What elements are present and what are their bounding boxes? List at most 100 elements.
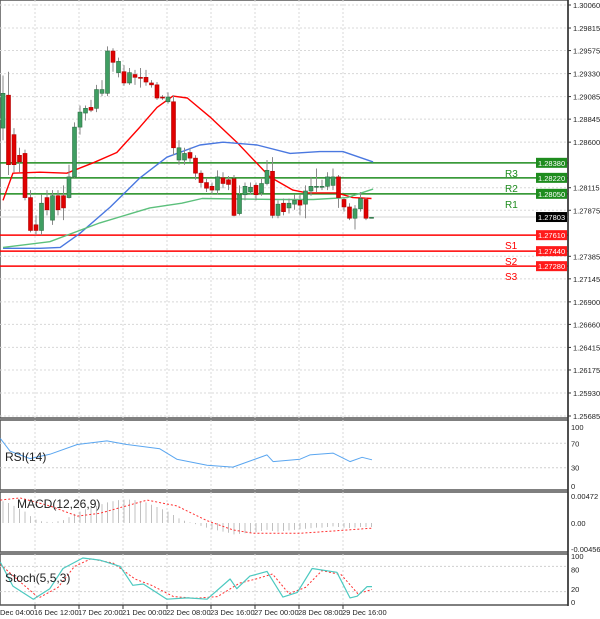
candle-body-bear bbox=[253, 185, 259, 196]
moving-average-line-2 bbox=[3, 141, 374, 250]
rsi-panel bbox=[0, 419, 569, 491]
candle bbox=[127, 67, 132, 85]
macd-label: MACD(12,26,9) bbox=[17, 497, 100, 511]
candle-body-bull bbox=[215, 176, 220, 191]
time-axis-label: 27 Dec 00:00 bbox=[254, 608, 299, 617]
macd-axis-label: 0.00 bbox=[571, 519, 586, 528]
candle bbox=[77, 105, 83, 135]
candle-body-bear bbox=[160, 96, 165, 99]
candle-body-bull bbox=[39, 202, 44, 231]
candle-body-bull bbox=[72, 126, 77, 178]
candle bbox=[33, 215, 39, 236]
candle-body-bear bbox=[143, 77, 149, 83]
candle-body-bear bbox=[17, 155, 22, 163]
candle-body-bear bbox=[270, 170, 275, 216]
current-price-tag: 1.27803 bbox=[538, 213, 565, 222]
candle-body-bull bbox=[248, 186, 253, 193]
candle-body-bull bbox=[176, 147, 182, 161]
candle-body-bull bbox=[286, 202, 292, 209]
candle bbox=[0, 75, 6, 141]
macd-axis-label: -0.00456 bbox=[571, 545, 600, 554]
level-price-tag: 1.27610 bbox=[538, 231, 565, 240]
candle bbox=[330, 168, 336, 191]
candle-body-bull bbox=[264, 170, 270, 184]
candle bbox=[160, 95, 165, 100]
candle-body-bear bbox=[209, 186, 215, 191]
candle-body-bear bbox=[187, 152, 193, 159]
candle-body-bull bbox=[259, 183, 264, 194]
candle bbox=[292, 194, 297, 210]
level-label-r3: R3 bbox=[505, 169, 518, 180]
candle bbox=[358, 191, 363, 212]
price-axis-label: 1.28845 bbox=[573, 115, 600, 124]
macd-panel bbox=[0, 491, 569, 553]
candle bbox=[341, 197, 347, 212]
price-axis-label: 1.29815 bbox=[573, 24, 600, 33]
candle bbox=[242, 182, 248, 201]
candle bbox=[154, 82, 160, 100]
candle-body-bull bbox=[105, 50, 110, 94]
candle-body-bull bbox=[358, 198, 363, 210]
candle bbox=[198, 170, 204, 188]
candle-body-bear bbox=[88, 107, 94, 111]
candle-body-bull bbox=[242, 186, 248, 196]
candle bbox=[88, 99, 94, 113]
candle bbox=[220, 172, 226, 189]
candle-body-bull bbox=[50, 195, 55, 221]
stoch-label: Stoch(5,5,3) bbox=[5, 571, 70, 585]
stoch-axis-label: 20 bbox=[571, 585, 579, 594]
candle-body-bear bbox=[138, 77, 143, 79]
candle bbox=[303, 185, 308, 219]
candle bbox=[248, 182, 253, 195]
candle bbox=[209, 182, 215, 195]
candle bbox=[72, 122, 77, 178]
current-price-tag-box bbox=[536, 212, 567, 223]
candle bbox=[83, 105, 88, 121]
candle-body-bear bbox=[33, 224, 39, 231]
candle bbox=[215, 170, 220, 195]
level-price-tag: 1.28220 bbox=[538, 174, 565, 183]
candle-body-bear bbox=[132, 74, 138, 78]
moving-average-line-3 bbox=[2, 188, 374, 249]
candle-body-bear bbox=[28, 197, 33, 231]
candle-body-bull bbox=[66, 176, 72, 198]
price-axis-label: 1.25685 bbox=[573, 412, 600, 421]
candle-body-bear bbox=[154, 84, 160, 99]
candle-body-bull bbox=[275, 203, 281, 216]
candle bbox=[314, 168, 319, 192]
candle bbox=[55, 190, 61, 216]
candle-body-bull bbox=[77, 111, 83, 128]
stoch-axis-label: 80 bbox=[571, 565, 579, 574]
candle bbox=[226, 175, 231, 191]
price-axis-label: 1.28600 bbox=[573, 138, 600, 147]
time-axis-label: 17 Dec 20:00 bbox=[78, 608, 123, 617]
candle bbox=[347, 203, 352, 221]
candle bbox=[187, 147, 193, 162]
candle bbox=[138, 67, 143, 88]
candle bbox=[204, 177, 209, 192]
price-axis-label: 1.26415 bbox=[573, 343, 600, 352]
price-axis-label: 1.27875 bbox=[573, 206, 600, 215]
candle bbox=[237, 185, 242, 216]
candle-body-bull bbox=[94, 89, 99, 109]
candle-body-bull bbox=[303, 190, 308, 205]
candle bbox=[193, 155, 198, 180]
candle-body-bull bbox=[325, 176, 330, 187]
level-price-tag-box bbox=[536, 230, 567, 241]
level-price-tag-box bbox=[536, 157, 567, 168]
candle-body-bear bbox=[193, 157, 198, 174]
candle bbox=[66, 164, 72, 199]
candle bbox=[143, 69, 149, 86]
candle bbox=[99, 80, 105, 97]
candle bbox=[176, 140, 182, 165]
level-label-s3: S3 bbox=[505, 272, 518, 283]
price-axis-label: 1.30060 bbox=[573, 1, 600, 10]
candle bbox=[116, 57, 121, 78]
candle-body-bull bbox=[127, 72, 132, 84]
price-axis-label: 1.26175 bbox=[573, 366, 600, 375]
price-axis-label: 1.29085 bbox=[573, 93, 600, 102]
candle-body-bear bbox=[11, 134, 17, 166]
level-price-tag: 1.27440 bbox=[538, 247, 565, 256]
candle-body-bull bbox=[352, 208, 358, 219]
candle-body-bear bbox=[231, 178, 237, 216]
